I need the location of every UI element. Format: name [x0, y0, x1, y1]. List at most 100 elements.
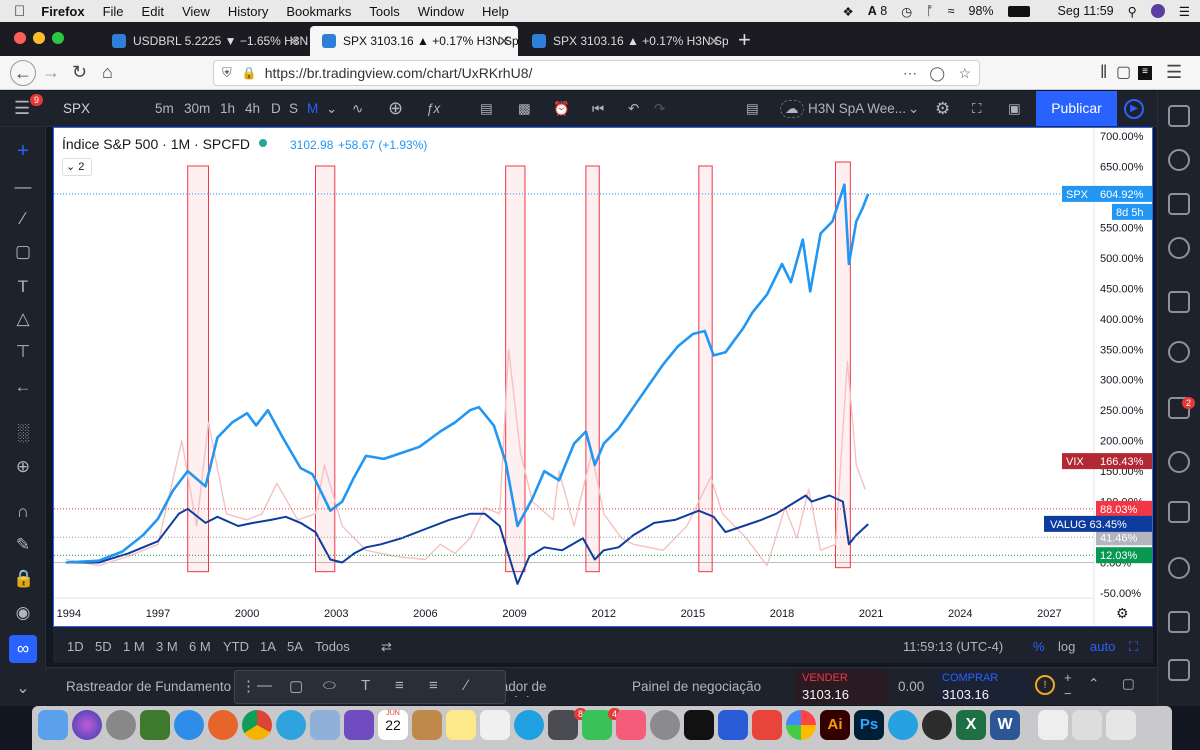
undo-icon[interactable]: ↶	[628, 101, 640, 116]
notification-center-icon[interactable]: ☰	[1178, 4, 1190, 19]
menu-bookmarks[interactable]: Bookmarks	[275, 3, 351, 19]
sell-button[interactable]: VENDER 3103.16	[794, 670, 888, 704]
x-app-icon[interactable]	[718, 710, 748, 740]
chart-pane[interactable]: 700.00%650.00%600.00%550.00%500.00%450.0…	[53, 127, 1153, 627]
music-icon[interactable]	[616, 710, 646, 740]
text-icon[interactable]: T	[361, 677, 371, 694]
range-1m[interactable]: 1 M	[123, 639, 145, 654]
date-range-icon[interactable]: ⇄	[381, 639, 392, 654]
close-tab-icon[interactable]: ✕	[288, 33, 300, 49]
help-icon[interactable]	[1168, 659, 1190, 681]
close-tab-icon[interactable]: ✕	[708, 33, 720, 49]
percent-scale-toggle[interactable]: %	[1033, 639, 1045, 654]
financials-icon[interactable]: ▩	[518, 101, 531, 116]
telegram-icon[interactable]	[276, 710, 306, 740]
dropbox-icon[interactable]: ❖	[842, 4, 854, 19]
panel-collapse-icon[interactable]: ⌃	[1088, 676, 1100, 691]
fullscreen-icon[interactable]: ⛶	[972, 101, 982, 116]
panel-maximize-icon[interactable]: ▢	[1122, 676, 1135, 691]
minimize-window-button[interactable]	[33, 32, 45, 44]
skype-icon[interactable]	[514, 710, 544, 740]
fib-channel-icon[interactable]: ≡	[429, 677, 438, 694]
remote-desktop-icon[interactable]	[752, 710, 782, 740]
magnet-icon[interactable]: ∩	[16, 502, 30, 521]
menu-history[interactable]: History	[216, 3, 268, 19]
close-window-button[interactable]	[14, 32, 26, 44]
screenshot-icon[interactable]	[344, 710, 374, 740]
ellipse-tool-icon[interactable]: ⬭	[323, 677, 336, 694]
redo-icon[interactable]: ↷	[654, 101, 666, 116]
fullscreen-chart-icon[interactable]: ⛶	[1129, 639, 1139, 654]
alert-icon[interactable]: ⏰	[553, 101, 570, 116]
launchpad-icon[interactable]	[106, 710, 136, 740]
buy-button[interactable]: COMPRAR 3103.16	[934, 670, 1028, 704]
log-scale-toggle[interactable]: log	[1058, 639, 1076, 654]
info-icon[interactable]: !	[1035, 675, 1055, 695]
system-preferences-icon[interactable]	[650, 710, 680, 740]
extension-icon[interactable]: ≡	[1138, 66, 1152, 80]
downloads-stack-icon[interactable]	[1072, 710, 1102, 740]
calendar-icon[interactable]	[1168, 291, 1190, 313]
replay-icon[interactable]: ⏮	[592, 101, 605, 116]
messages-icon[interactable]	[1168, 501, 1190, 523]
tab-trading-panel[interactable]: Painel de negociação	[632, 679, 762, 694]
fib-tool-icon[interactable]: ∕	[21, 209, 25, 228]
zoom-window-button[interactable]	[52, 32, 64, 44]
alerts-clock-icon[interactable]	[1168, 149, 1190, 171]
mission-control-icon[interactable]	[140, 710, 170, 740]
drag-handle-icon[interactable]: ⋮	[241, 678, 256, 695]
interval-dropdown-icon[interactable]: ⌄	[326, 101, 338, 116]
eye-icon[interactable]: ◉	[15, 603, 31, 622]
facetime-icon[interactable]	[582, 710, 612, 740]
apple-icon[interactable]: 	[14, 3, 25, 20]
reminders-icon[interactable]	[480, 710, 510, 740]
siri-icon[interactable]	[72, 710, 102, 740]
streams-icon[interactable]	[1168, 451, 1190, 473]
rectangle-tool-icon[interactable]: ▢	[14, 242, 32, 261]
bookmark-star-icon[interactable]: ☆	[958, 64, 971, 81]
interval-30m[interactable]: 30m	[184, 101, 211, 116]
photos-icon[interactable]	[786, 710, 816, 740]
qty-plus-icon[interactable]: +	[1064, 670, 1072, 685]
range-5d[interactable]: 5D	[95, 639, 112, 654]
ruler-icon[interactable]: ░	[16, 423, 30, 442]
order-panel-icon[interactable]	[1168, 611, 1190, 633]
crosshair-icon[interactable]: +	[17, 140, 29, 162]
finder-icon[interactable]	[38, 710, 68, 740]
address-bar[interactable]: ⛨ 🔒 https://br.tradingview.com/chart/UxR…	[213, 60, 980, 86]
zoom-icon[interactable]: ⊕	[15, 457, 31, 476]
interval-1h[interactable]: 1h	[220, 101, 236, 116]
menu-file[interactable]: File	[91, 3, 124, 19]
camera-icon[interactable]: ▣	[1008, 101, 1021, 116]
battery-percent[interactable]: 98%	[968, 4, 994, 18]
interval-m-active[interactable]: M	[307, 101, 319, 116]
sidebar-icon[interactable]: ▢	[1116, 64, 1132, 81]
tv-menu-icon[interactable]: ☰	[14, 98, 31, 118]
tab-spx-active[interactable]: SPX 3103.16 ▲ +0.17% H3N Sp ✕	[310, 26, 518, 56]
publish-button[interactable]: Publicar	[1036, 91, 1117, 126]
axis-settings-gear-icon[interactable]: ⚙	[1116, 605, 1129, 621]
chart-clock[interactable]: 11:59:13 (UTC-4)	[903, 639, 1004, 654]
text-tool-icon[interactable]: T	[17, 277, 29, 296]
indicators-icon[interactable]: ƒx	[426, 101, 441, 116]
hotlist-icon[interactable]	[1168, 237, 1190, 259]
range-6m[interactable]: 6 M	[189, 639, 211, 654]
notification-count[interactable]: A 8	[867, 4, 888, 18]
range-ytd[interactable]: YTD	[223, 639, 249, 654]
compare-add-icon[interactable]: ⊕	[388, 98, 404, 118]
range-1d[interactable]: 1D	[67, 639, 84, 654]
interval-4h[interactable]: 4h	[245, 101, 261, 116]
calendar-app-icon[interactable]: JUN 22	[378, 710, 408, 740]
cyberghost-icon[interactable]	[922, 710, 952, 740]
firefox-icon[interactable]	[208, 710, 238, 740]
symbol-search[interactable]: SPX	[63, 101, 91, 116]
trend-line-icon[interactable]: —	[14, 177, 32, 196]
tab-screener[interactable]: Rastreador de Fundamento	[66, 679, 232, 694]
range-5a[interactable]: 5A	[287, 639, 303, 654]
qq-browser-icon[interactable]	[888, 710, 918, 740]
projection-tool-icon[interactable]: ⊤	[15, 342, 31, 361]
link-icon[interactable]: ∞	[9, 635, 37, 663]
menu-view[interactable]: View	[170, 3, 210, 19]
ideas-icon[interactable]	[1168, 341, 1190, 363]
watchlist-icon[interactable]	[1168, 105, 1190, 127]
